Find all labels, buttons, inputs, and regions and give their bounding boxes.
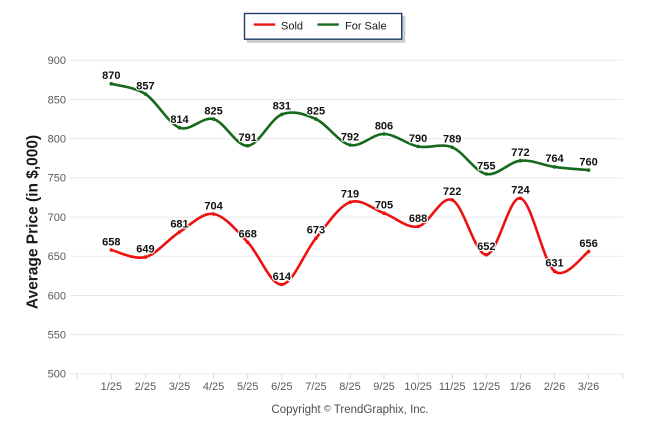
svg-text:719: 719 [341, 189, 359, 201]
svg-text:10/25: 10/25 [404, 381, 432, 393]
svg-text:722: 722 [443, 186, 461, 198]
svg-text:550: 550 [48, 330, 66, 342]
svg-text:5/25: 5/25 [237, 381, 258, 393]
svg-text:3/26: 3/26 [578, 381, 599, 393]
svg-text:668: 668 [239, 229, 257, 241]
svg-text:3/25: 3/25 [169, 381, 190, 393]
svg-text:Copyright © TrendGraphix, Inc.: Copyright © TrendGraphix, Inc. [271, 404, 428, 417]
svg-text:831: 831 [273, 101, 291, 113]
svg-text:681: 681 [170, 218, 188, 230]
svg-text:704: 704 [204, 200, 223, 212]
svg-text:631: 631 [545, 258, 563, 270]
svg-text:790: 790 [409, 133, 427, 145]
svg-text:764: 764 [545, 153, 564, 165]
svg-text:Sold: Sold [281, 21, 303, 33]
svg-text:500: 500 [48, 369, 66, 381]
svg-text:8/25: 8/25 [339, 381, 360, 393]
svg-text:1/26: 1/26 [510, 381, 531, 393]
svg-text:760: 760 [579, 156, 597, 168]
svg-text:1/25: 1/25 [101, 381, 122, 393]
svg-text:825: 825 [307, 105, 325, 117]
svg-text:2/26: 2/26 [544, 381, 565, 393]
svg-text:870: 870 [102, 70, 120, 82]
svg-text:900: 900 [48, 55, 66, 67]
svg-text:6/25: 6/25 [271, 381, 292, 393]
svg-text:724: 724 [511, 185, 530, 197]
svg-text:806: 806 [375, 120, 393, 132]
svg-text:772: 772 [511, 147, 529, 159]
svg-text:7/25: 7/25 [305, 381, 326, 393]
svg-text:600: 600 [48, 290, 66, 302]
svg-text:673: 673 [307, 225, 325, 237]
svg-text:652: 652 [477, 241, 495, 253]
svg-text:791: 791 [239, 132, 257, 144]
svg-text:705: 705 [375, 200, 393, 212]
svg-text:11/25: 11/25 [439, 381, 466, 393]
svg-text:800: 800 [48, 134, 66, 146]
svg-text:755: 755 [477, 160, 495, 172]
svg-text:658: 658 [102, 236, 120, 248]
svg-text:789: 789 [443, 134, 461, 146]
svg-text:750: 750 [48, 173, 66, 185]
svg-text:2/25: 2/25 [135, 381, 156, 393]
svg-text:857: 857 [136, 80, 154, 92]
svg-text:825: 825 [204, 105, 222, 117]
svg-text:4/25: 4/25 [203, 381, 224, 393]
svg-text:12/25: 12/25 [473, 381, 501, 393]
svg-text:688: 688 [409, 213, 427, 225]
svg-text:For Sale: For Sale [345, 21, 387, 33]
svg-text:850: 850 [48, 94, 66, 106]
svg-text:656: 656 [579, 238, 597, 250]
svg-text:Average Price (in $,000): Average Price (in $,000) [24, 135, 41, 309]
svg-text:814: 814 [170, 114, 189, 126]
svg-text:649: 649 [136, 243, 154, 255]
svg-text:700: 700 [48, 212, 66, 224]
svg-text:9/25: 9/25 [373, 381, 394, 393]
svg-text:792: 792 [341, 131, 359, 143]
svg-text:650: 650 [48, 251, 66, 263]
svg-text:614: 614 [273, 271, 292, 283]
